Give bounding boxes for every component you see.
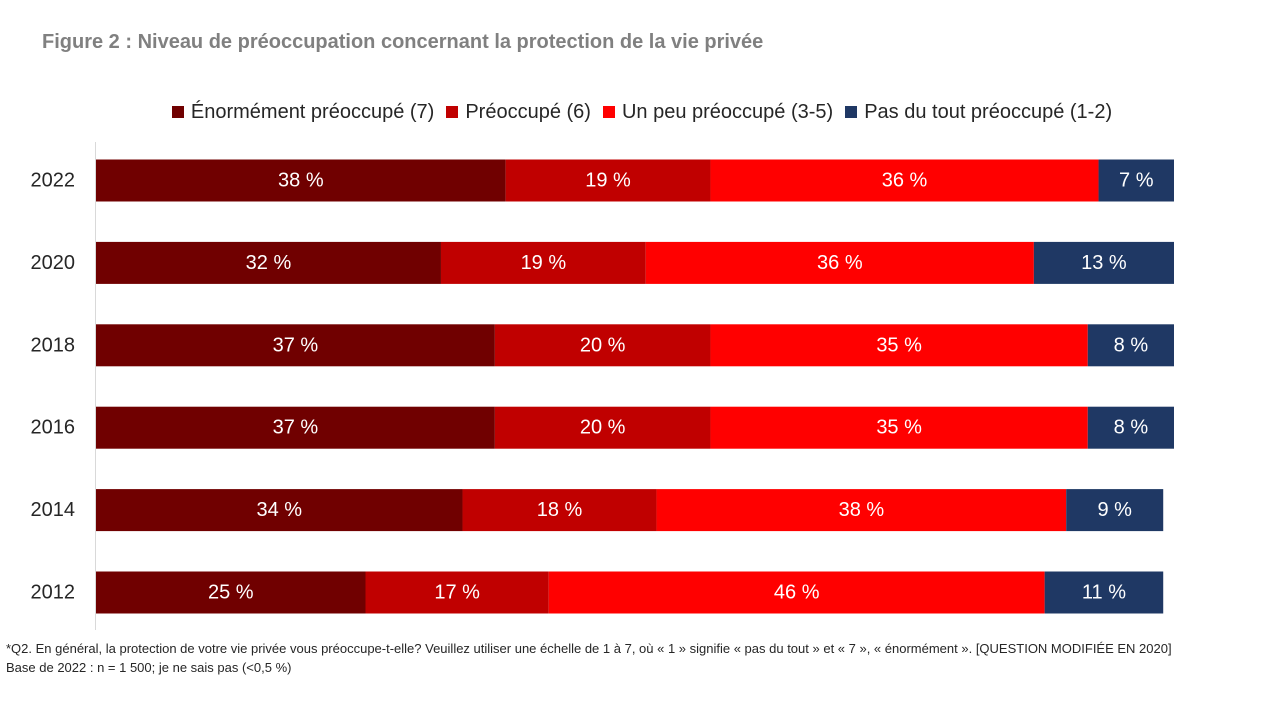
bar-segment <box>96 159 506 202</box>
bar-value-label: 34 % <box>256 499 302 521</box>
legend-label: Énormément préoccupé (7) <box>190 100 435 123</box>
bar-segment <box>1044 571 1164 614</box>
legend-item: Énormément préoccupé (7) <box>171 100 435 124</box>
bar-value-label: 36 % <box>882 170 928 192</box>
bar-value-label: 7 % <box>1119 170 1154 192</box>
bar-value-label: 20 % <box>580 417 626 439</box>
bar-segment <box>710 406 1088 449</box>
bar-segment <box>1033 241 1174 284</box>
bar-value-label: 46 % <box>774 582 820 604</box>
bar-value-label: 35 % <box>876 417 922 439</box>
bar-segment <box>365 571 549 614</box>
legend: Énormément préoccupé (7) Préoccupé (6) U… <box>0 97 1280 127</box>
bar-segment <box>710 159 1099 202</box>
bars-layer: 2022 38 % 19 % 36 % 7 % 2020 32 % 19 % 36 % 13 % 2… <box>31 159 1174 614</box>
legend-item: Préoccupé (6) <box>446 101 591 124</box>
legend-label: Préoccupé (6) <box>465 100 591 123</box>
bar-segment <box>645 241 1034 284</box>
bar-segment <box>96 324 495 367</box>
bar-value-label: 35 % <box>876 334 922 356</box>
bar-value-label: 19 % <box>521 252 567 274</box>
y-tick-label: 2014 <box>31 499 76 521</box>
bar-value-label: 38 % <box>839 499 885 521</box>
bar-value-label: 37 % <box>273 334 319 356</box>
legend-label: Pas du tout préoccupé (1-2) <box>864 100 1113 123</box>
y-tick-label: 2018 <box>31 334 76 356</box>
chart-title: Figure 2 : Niveau de préoccupation conce… <box>42 31 764 53</box>
bar-value-label: 19 % <box>585 170 631 192</box>
bar-value-label: 38 % <box>278 170 324 192</box>
bar-segment <box>505 159 711 202</box>
bar-segment <box>96 489 463 532</box>
bar-value-label: 18 % <box>537 499 583 521</box>
bar-value-label: 11 % <box>1082 582 1126 604</box>
bar-segment <box>96 241 441 284</box>
bar-value-label: 20 % <box>580 334 626 356</box>
bar-segment <box>1098 159 1174 202</box>
bar-value-label: 13 % <box>1081 252 1127 274</box>
legend-label: Un peu préoccupé (3-5) <box>621 100 834 123</box>
y-tick-label: 2022 <box>31 170 76 192</box>
bar-value-label: 9 % <box>1097 499 1132 521</box>
bar-segment <box>1066 489 1164 532</box>
stacked-bar-chart: 2022 38 % 19 % 36 % 7 % 2020 32 % 19 % 36 % 13 % 2… <box>31 142 1174 630</box>
bar-segment <box>548 571 1045 614</box>
legend-swatch <box>446 106 459 118</box>
y-tick-label: 2012 <box>31 582 76 604</box>
bar-segment <box>440 241 646 284</box>
legend-swatch <box>602 106 615 118</box>
bar-segment <box>710 324 1088 367</box>
bar-segment <box>1087 324 1174 367</box>
bar-value-label: 25 % <box>208 582 254 604</box>
legend-item: Pas du tout préoccupé (1-2) <box>845 101 1112 124</box>
bar-segment <box>494 324 711 367</box>
bar-value-label: 37 % <box>273 417 319 439</box>
bar-value-label: 8 % <box>1114 417 1149 439</box>
bar-segment <box>96 571 366 614</box>
bar-segment <box>494 406 711 449</box>
bar-value-label: 36 % <box>817 252 863 274</box>
bar-segment <box>96 406 495 449</box>
bar-value-label: 8 % <box>1114 334 1149 356</box>
bar-segment <box>462 489 657 532</box>
bar-segment <box>656 489 1067 532</box>
footnote: *Q2. En général, la protection de votre … <box>6 639 1274 677</box>
bar-value-label: 32 % <box>246 252 292 274</box>
bar-segment <box>1087 406 1174 449</box>
legend-item: Un peu préoccupé (3-5) <box>602 100 834 124</box>
footnote-question: *Q2. En général, la protection de votre … <box>6 641 1172 656</box>
y-tick-label: 2020 <box>31 252 76 274</box>
legend-swatch <box>171 106 184 118</box>
bar-value-label: 17 % <box>434 582 480 604</box>
footnote-base: Base de 2022 : n = 1 500; je ne sais pas… <box>6 660 292 675</box>
legend-swatch <box>845 106 858 118</box>
y-tick-label: 2016 <box>31 417 76 439</box>
